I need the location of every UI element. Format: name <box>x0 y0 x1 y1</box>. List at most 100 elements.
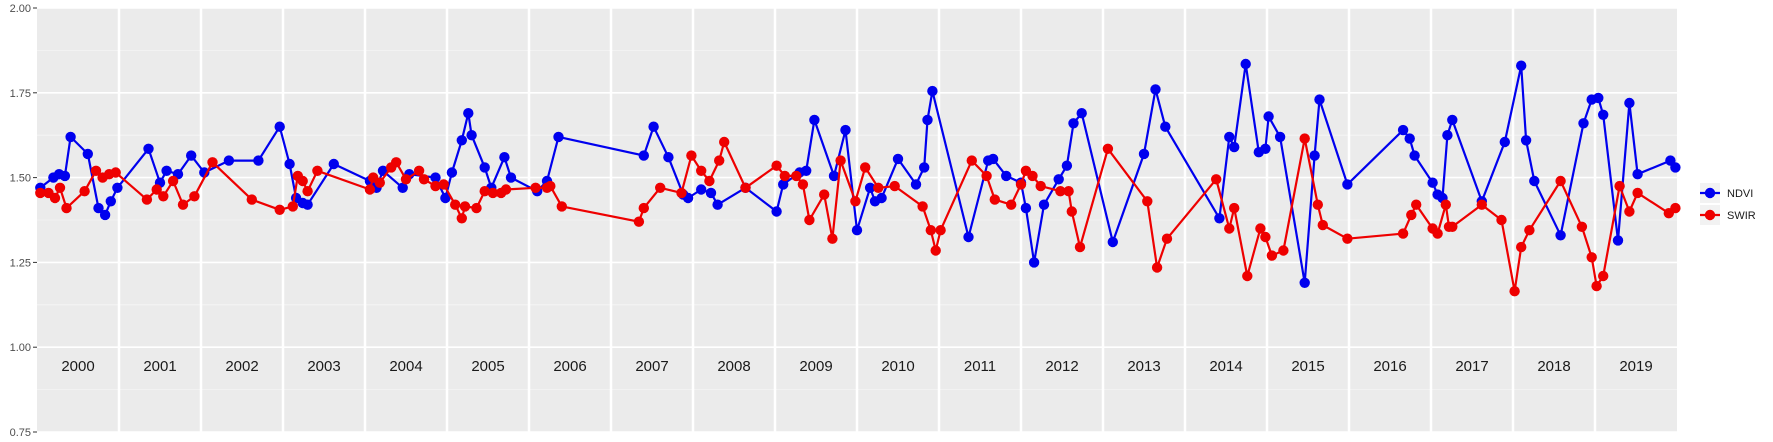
legend: NDVI SWIR <box>1700 183 1756 225</box>
swir-point <box>1509 286 1520 297</box>
swir-point <box>450 199 461 210</box>
swir-point <box>797 179 809 190</box>
ndvi-point <box>1427 177 1438 188</box>
swir-point <box>1015 179 1027 190</box>
swir-point <box>966 155 977 166</box>
swir-point <box>633 216 645 227</box>
ndvi-point <box>778 179 789 190</box>
ndvi-point <box>1520 135 1532 146</box>
ndvi-point <box>919 162 930 173</box>
swir-point <box>151 184 162 195</box>
swir-point <box>1440 199 1452 210</box>
ndvi-point <box>1409 150 1420 161</box>
ndvi-point <box>186 150 197 161</box>
swir-point <box>1516 241 1527 253</box>
ndvi-point <box>1314 94 1325 105</box>
swir-point <box>110 167 121 178</box>
ndvi-point <box>809 114 820 126</box>
year-label: 2009 <box>799 358 832 375</box>
y-tick-label: 2.00 <box>10 3 31 15</box>
swir-point <box>54 182 66 193</box>
swir-point <box>1260 231 1271 243</box>
ndvi-point <box>446 167 458 178</box>
swir-point <box>740 182 751 193</box>
ndvi-point <box>82 148 94 160</box>
swir-point <box>61 202 72 214</box>
swir-point <box>459 201 471 212</box>
swir-point <box>400 174 412 185</box>
swir-point <box>1229 202 1240 214</box>
ndvi-point <box>1076 108 1087 119</box>
ndvi-point <box>1150 84 1161 95</box>
year-label: 2005 <box>471 358 504 375</box>
swir-point <box>1524 225 1535 236</box>
ndvi-point <box>99 209 111 221</box>
swir-point <box>1161 233 1173 244</box>
ndvi-point <box>284 158 295 170</box>
year-label: 2014 <box>1209 358 1242 375</box>
swir-point <box>1066 206 1078 217</box>
year-label: 2012 <box>1045 358 1078 375</box>
swir-point <box>312 165 323 176</box>
swir-point <box>1586 252 1597 263</box>
swir-point <box>804 214 815 226</box>
swir-point <box>1063 186 1074 197</box>
ndvi-point <box>1240 58 1251 70</box>
year-label: 2019 <box>1619 358 1652 375</box>
ndvi-point <box>1160 121 1171 132</box>
swir-point <box>1255 223 1266 234</box>
series-layer <box>35 58 1681 297</box>
year-label: 2018 <box>1537 358 1570 375</box>
y-tick-label: 1.00 <box>10 342 31 354</box>
swir-point <box>1299 133 1310 144</box>
ndvi-point <box>1529 175 1540 187</box>
swir-point <box>1406 209 1417 221</box>
swir-point <box>779 170 790 182</box>
ndvi-point <box>1260 143 1271 154</box>
swir-point <box>456 213 467 224</box>
swir-point <box>686 150 697 161</box>
swir-point <box>391 157 402 168</box>
swir-point <box>1102 143 1114 154</box>
swir-point <box>1006 199 1017 210</box>
swir-point <box>771 160 782 171</box>
legend-label: SWIR <box>1727 210 1756 222</box>
ndvi-point <box>440 192 451 204</box>
ndvi-point <box>302 199 313 210</box>
ndvi-point <box>1274 131 1286 143</box>
ndvi-point <box>65 131 76 143</box>
swir-point <box>889 180 900 192</box>
swir-point <box>479 186 490 197</box>
swir-point <box>1211 174 1222 185</box>
ndvi-point <box>1397 124 1409 136</box>
swir-point <box>487 187 499 199</box>
ndvi-point <box>1555 230 1566 241</box>
ndvi-point <box>59 170 71 182</box>
swir-point <box>1397 228 1409 239</box>
ndvi-point <box>1214 213 1225 224</box>
swir-point <box>297 175 308 187</box>
ndvi-point <box>851 225 863 236</box>
ndvi-point <box>112 182 123 193</box>
swir-point <box>638 202 649 214</box>
swir-point <box>500 184 512 195</box>
year-label: 2003 <box>307 358 340 375</box>
ndvi-point <box>1342 179 1353 190</box>
swir-point <box>287 201 298 212</box>
swir-point <box>1055 186 1066 197</box>
swir-point <box>704 175 715 187</box>
ndvi-point <box>397 182 408 193</box>
ndvi-point <box>1442 130 1453 141</box>
ndvi-point <box>479 162 490 173</box>
year-separators <box>117 8 1597 432</box>
ndvi-point <box>1447 114 1458 126</box>
ndvi-point <box>1612 235 1624 246</box>
ndvi-point <box>892 153 904 165</box>
year-label: 2006 <box>553 358 586 375</box>
ndvi-point <box>1028 257 1040 268</box>
ndvi-point <box>456 135 467 146</box>
ndvi-point <box>1593 92 1604 104</box>
swir-point <box>1242 270 1253 282</box>
series-swir <box>35 133 1681 297</box>
